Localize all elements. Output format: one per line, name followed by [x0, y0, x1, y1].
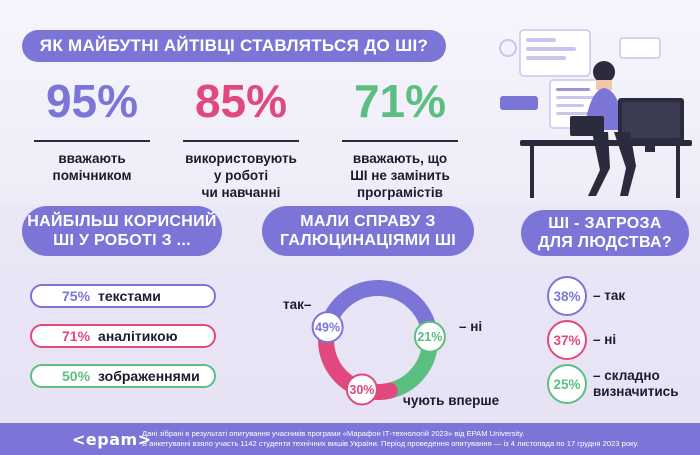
threat-label: – так: [593, 288, 626, 303]
donut-label-no: – ні: [459, 319, 483, 334]
heading-line: ШІ У РОБОТІ З ...: [53, 232, 191, 249]
heading-line: НАЙБІЛЬШ КОРИСНИЙ: [27, 213, 217, 230]
stat-value: 71%: [353, 75, 447, 127]
footer-line: В анкетуванні взяло участь 1142 студенти…: [142, 439, 639, 448]
hallucinations-heading: МАЛИ СПРАВУ З ГАЛЮЦИНАЦІЯМИ ШІ: [262, 206, 474, 256]
usage-item: 71% аналітикою: [30, 324, 216, 348]
usage-label: текстами: [98, 288, 161, 304]
threat-item: 38% – так: [547, 276, 625, 316]
usage-pct: 50%: [62, 368, 91, 384]
usage-label: зображеннями: [98, 368, 200, 384]
programmer-illustration-icon: [499, 29, 692, 198]
threat-label: – ні: [593, 332, 617, 347]
stat-value: 85%: [194, 75, 288, 127]
stat-caption: вважають помічником: [22, 150, 162, 184]
caption-line: використовують: [185, 151, 297, 166]
threat-label: – складно визначитись: [593, 368, 679, 399]
threat-item: 37% – ні: [547, 320, 616, 360]
divider: [183, 140, 299, 142]
caption-line: помічником: [52, 168, 132, 183]
donut-label-yes: так–: [283, 297, 312, 312]
usage-item: 75% текстами: [30, 284, 216, 308]
divider: [34, 140, 150, 142]
threat-item: 25% – складно визначитись: [547, 364, 679, 404]
heading-line: ГАЛЮЦИНАЦІЯМИ ШІ: [279, 232, 457, 249]
heading-line: ДЛЯ ЛЮДСТВА?: [538, 234, 672, 251]
usage-pct: 75%: [62, 288, 91, 304]
caption-line: вважають, що: [352, 151, 448, 166]
stat-usage: 85% використовують у роботі чи навчанні: [166, 76, 316, 201]
usage-heading: НАЙБІЛЬШ КОРИСНИЙ ШІ У РОБОТІ З ...: [22, 206, 222, 256]
threat-pct: 25%: [547, 364, 587, 404]
epam-logo[interactable]: <epam>: [72, 429, 152, 449]
donut-pct-2: 30%: [349, 383, 374, 397]
hallucinations-donut: 49% 21% 30%: [311, 280, 446, 406]
stat-not-replace: 71% вважають, що ШІ не замінить програмі…: [325, 76, 475, 201]
threat-pct: 38%: [547, 276, 587, 316]
caption-line: у роботі: [213, 168, 269, 183]
donut-badge-2: [345, 373, 378, 406]
caption-line: програмістів: [357, 185, 443, 200]
donut-badge-0: [311, 311, 344, 344]
donut-label-first: чують вперше: [403, 393, 500, 408]
caption-line: чи навчанні: [201, 185, 281, 200]
usage-pct: 71%: [62, 328, 91, 344]
page-title: ЯК МАЙБУТНІ АЙТІВЦІ СТАВЛЯТЬСЯ ДО ШІ?: [22, 30, 446, 62]
threat-pct: 37%: [547, 320, 587, 360]
stat-value: 95%: [45, 75, 139, 127]
heading-line: ШІ - ЗАГРОЗА: [548, 215, 662, 232]
donut-badge-1: [413, 320, 446, 353]
usage-item: 50% зображеннями: [30, 364, 216, 388]
divider: [342, 140, 458, 142]
donut-pct-1: 21%: [417, 330, 442, 344]
donut-pct-0: 49%: [315, 321, 340, 335]
caption-line: вважають: [58, 151, 126, 166]
heading-line: МАЛИ СПРАВУ З: [300, 213, 436, 230]
stat-caption: вважають, що ШІ не замінить програмістів: [325, 150, 475, 201]
stat-caption: використовують у роботі чи навчанні: [166, 150, 316, 201]
footer-line: Дані зібрані в результаті опитування уча…: [142, 429, 525, 438]
stat-helper: 95% вважають помічником: [22, 76, 162, 184]
footer-note: Дані зібрані в результаті опитування уча…: [142, 429, 662, 449]
threat-heading: ШІ - ЗАГРОЗА ДЛЯ ЛЮДСТВА?: [521, 210, 689, 256]
usage-label: аналітикою: [98, 328, 178, 344]
footer: <epam> Дані зібрані в результаті опитува…: [0, 423, 700, 455]
donut-slice-2: [318, 330, 398, 400]
caption-line: ШІ не замінить: [350, 168, 450, 183]
